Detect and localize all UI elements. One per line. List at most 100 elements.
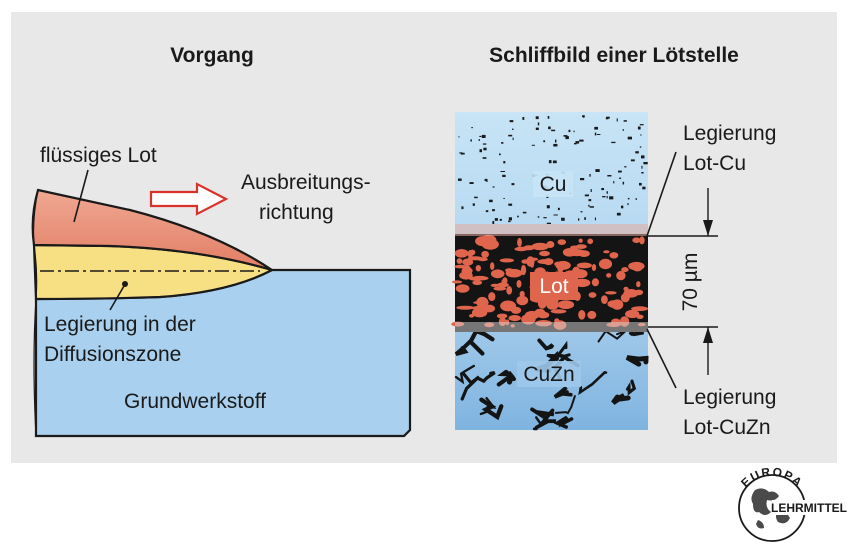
cuzn-crack <box>537 338 555 351</box>
liquid-solder-label: flüssiges Lot <box>40 144 157 167</box>
lot-grain <box>506 286 513 295</box>
lot-grain <box>508 315 521 322</box>
lot-grain <box>481 250 489 258</box>
cu-speck <box>474 196 478 199</box>
cu-speck <box>609 196 614 200</box>
lot-grain <box>578 310 586 320</box>
cu-speck <box>595 169 600 172</box>
lot-grain <box>603 250 610 254</box>
lot-grain <box>476 296 489 308</box>
cu-speck <box>485 210 489 213</box>
cu-speck <box>623 120 627 122</box>
cu-speck <box>607 175 612 177</box>
lot-label: Lot <box>539 275 568 298</box>
cu-speck <box>482 143 487 145</box>
cuzn-crack <box>460 372 481 401</box>
lot-grain <box>621 267 629 273</box>
lot-grain <box>576 262 593 269</box>
lot-grain <box>588 292 597 298</box>
lot-grain <box>620 293 630 303</box>
cu-speck <box>563 135 568 137</box>
cu-speck <box>512 128 514 130</box>
cu-speck <box>589 174 591 177</box>
cuzn-crack <box>553 415 574 429</box>
lot-grain <box>631 306 649 312</box>
cuzn-crack <box>625 355 649 367</box>
cu-speck <box>621 205 624 209</box>
cu-speck <box>461 152 465 155</box>
lot-grain <box>454 249 469 258</box>
cu-speck <box>642 186 646 190</box>
cuzn-crack <box>628 329 644 337</box>
cu-speck <box>531 144 535 146</box>
liquid-solder-wedge <box>31 188 273 272</box>
cu-speck <box>492 221 495 224</box>
thickness-label: 70 µm <box>679 253 702 312</box>
lot-grain <box>609 252 619 259</box>
lot-grain <box>456 258 463 264</box>
cuzn-crack <box>477 370 496 384</box>
lot-grain <box>490 269 505 279</box>
cu-speck <box>588 199 592 202</box>
lot-grain <box>472 280 483 286</box>
lot-grain <box>455 284 470 293</box>
alloy-label-line2: Diffusionszone <box>44 343 181 366</box>
left-panel-title: Vorgang <box>170 44 254 67</box>
cu-speck <box>639 182 642 186</box>
lot-grain <box>537 259 553 265</box>
right-panel-title: Schliffbild einer Lötstelle <box>489 44 739 67</box>
lot-grain <box>505 268 523 278</box>
lot-grain <box>451 280 463 284</box>
cuzn-crack <box>530 407 555 420</box>
cu-speck <box>469 182 474 184</box>
lot-grain <box>467 250 473 258</box>
cuzn-label: CuZn <box>523 363 574 386</box>
cu-speck <box>517 215 519 218</box>
cu-speck <box>635 151 639 154</box>
cu-speck <box>499 153 501 156</box>
lot-grain <box>591 278 600 287</box>
cuzn-crack <box>578 371 608 396</box>
micrograph-bottom-diffusion-band <box>455 322 648 332</box>
cu-speck <box>460 152 463 155</box>
cu-speck <box>619 177 622 179</box>
lot-grain <box>616 270 626 281</box>
lot-grain <box>471 308 488 318</box>
cu-speck <box>584 194 589 197</box>
lot-grain <box>546 300 559 310</box>
cu-speck <box>641 172 644 174</box>
lot-grain <box>501 279 507 284</box>
cu-speck <box>458 136 460 138</box>
cu-speck <box>458 178 462 181</box>
cu-speck <box>588 204 590 207</box>
liquid-solder-leader <box>73 169 89 223</box>
cu-speck <box>596 134 601 135</box>
direction-label-line2: richtung <box>259 201 334 224</box>
lot-grain <box>514 246 529 252</box>
micrograph: Cu Lot CuZn <box>451 112 649 431</box>
cuzn-crack <box>479 397 504 421</box>
cu-speck <box>551 129 556 132</box>
base-material-label: Grundwerkstoff <box>124 390 266 413</box>
cu-speck <box>579 139 584 142</box>
cu-speck <box>641 155 645 159</box>
cu-speck <box>548 126 551 130</box>
cu-speck <box>547 116 550 119</box>
cu-speck <box>499 218 502 221</box>
cu-speck <box>486 180 488 182</box>
cu-speck <box>601 188 604 191</box>
cu-speck <box>508 203 513 206</box>
cu-speck <box>580 178 585 181</box>
direction-label-line1: Ausbreitungs- <box>241 171 371 194</box>
lot-grain <box>605 291 617 295</box>
lot-grain <box>587 238 594 245</box>
lot-grain <box>521 259 529 264</box>
dimension-arrowhead-top <box>703 220 713 236</box>
cu-speck <box>508 134 513 137</box>
cu-speck <box>508 220 511 223</box>
logo-continents <box>751 488 790 529</box>
cu-speck <box>546 205 550 209</box>
cuzn-crack <box>534 408 557 430</box>
cu-speck <box>635 198 637 200</box>
top-alloy-label-line2: Lot-Cu <box>683 152 746 175</box>
